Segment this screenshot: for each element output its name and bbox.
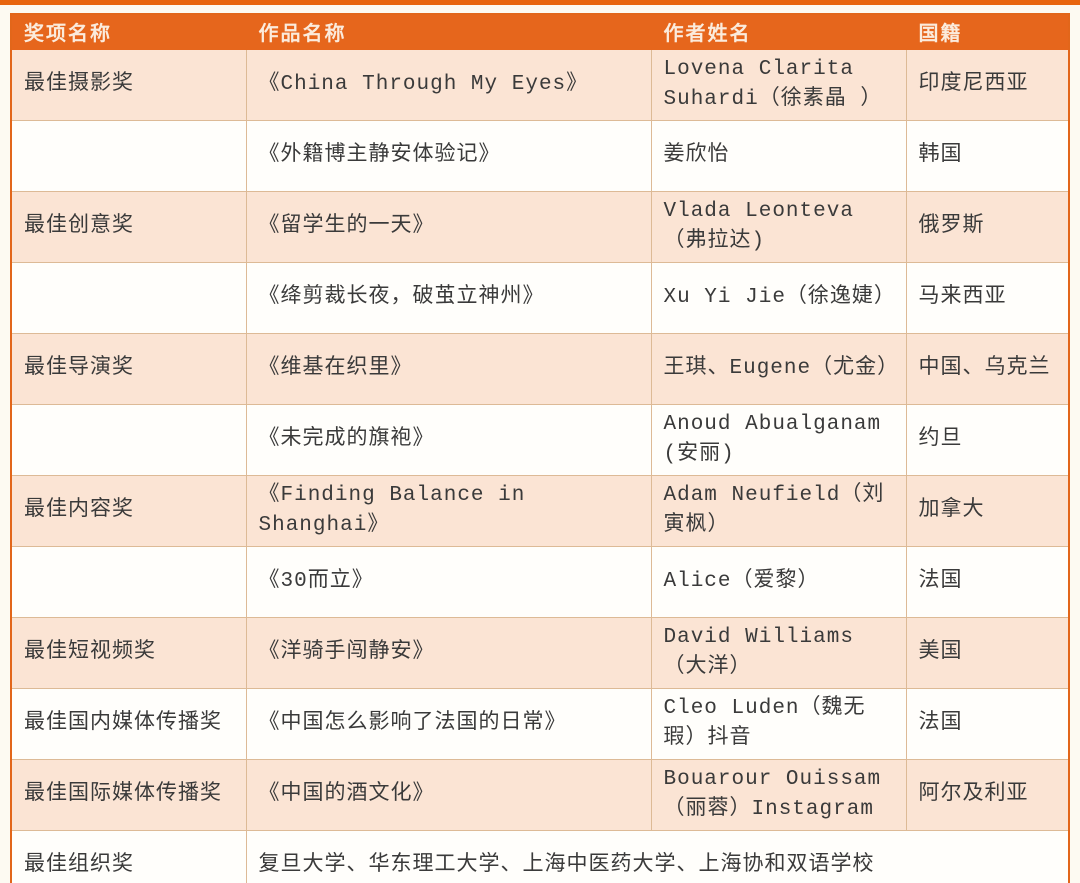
nationality-cell: 印度尼西亚 <box>905 49 1070 121</box>
table-row: 最佳短视频奖 《洋骑手闯静安》 David Williams（大洋） 美国 <box>10 617 1070 689</box>
table-row: 最佳组织奖 复旦大学、华东理工大学、上海中医药大学、上海协和双语学校 <box>10 830 1070 883</box>
author-cell: Bouarour Ouissam（丽蓉）Instagram <box>650 759 907 831</box>
table-row: 最佳摄影奖 《China Through My Eyes》 Lovena Cla… <box>10 49 1070 121</box>
author-cell: Alice（爱黎） <box>650 546 907 618</box>
table-row: 《未完成的旗袍》 Anoud Abualganam (安丽) 约旦 <box>10 404 1070 476</box>
author-cell: David Williams（大洋） <box>650 617 907 689</box>
work-cell: 《洋骑手闯静安》 <box>245 617 652 689</box>
nationality-cell: 约旦 <box>905 404 1070 476</box>
work-cell: 《China Through My Eyes》 <box>245 49 652 121</box>
author-cell: Cleo Luden（魏无瑕）抖音 <box>650 688 907 760</box>
table-row: 《绛剪裁长夜，破茧立神州》 Xu Yi Jie（徐逸婕） 马来西亚 <box>10 262 1070 334</box>
table-row: 最佳内容奖 《Finding Balance in Shanghai》 Adam… <box>10 475 1070 547</box>
nationality-cell: 韩国 <box>905 120 1070 192</box>
nationality-cell: 美国 <box>905 617 1070 689</box>
header-row: 奖项名称 作品名称 作者姓名 国籍 <box>10 13 1070 50</box>
author-cell: Adam Neufield（刘寅枫） <box>650 475 907 547</box>
column-header-author: 作者姓名 <box>650 13 907 50</box>
table-row: 最佳导演奖 《维基在织里》 王琪、Eugene（尤金） 中国、乌克兰 <box>10 333 1070 405</box>
award-cell <box>10 546 247 618</box>
author-cell: Anoud Abualganam (安丽) <box>650 404 907 476</box>
work-cell: 《Finding Balance in Shanghai》 <box>245 475 652 547</box>
work-cell: 《维基在织里》 <box>245 333 652 405</box>
column-header-award: 奖项名称 <box>10 13 247 50</box>
award-cell <box>10 262 247 334</box>
nationality-cell: 阿尔及利亚 <box>905 759 1070 831</box>
award-cell: 最佳摄影奖 <box>10 49 247 121</box>
table-row: 《30而立》 Alice（爱黎） 法国 <box>10 546 1070 618</box>
author-cell: Xu Yi Jie（徐逸婕） <box>650 262 907 334</box>
table-container: 奖项名称 作品名称 作者姓名 国籍 最佳摄影奖 《China Through M… <box>0 5 1080 883</box>
column-header-nationality: 国籍 <box>905 13 1070 50</box>
awards-table-body: 最佳摄影奖 《China Through My Eyes》 Lovena Cla… <box>10 49 1070 883</box>
work-cell: 《外籍博主静安体验记》 <box>245 120 652 192</box>
award-cell: 最佳组织奖 <box>10 830 247 883</box>
nationality-cell: 俄罗斯 <box>905 191 1070 263</box>
award-cell: 最佳导演奖 <box>10 333 247 405</box>
table-row: 最佳国际媒体传播奖 《中国的酒文化》 Bouarour Ouissam（丽蓉）I… <box>10 759 1070 831</box>
nationality-cell: 中国、乌克兰 <box>905 333 1070 405</box>
merged-detail-cell: 复旦大学、华东理工大学、上海中医药大学、上海协和双语学校 <box>245 830 1070 883</box>
award-cell: 最佳创意奖 <box>10 191 247 263</box>
author-cell: Lovena Clarita Suhardi（徐素晶 ） <box>650 49 907 121</box>
author-cell: 王琪、Eugene（尤金） <box>650 333 907 405</box>
work-cell: 《留学生的一天》 <box>245 191 652 263</box>
work-cell: 《中国的酒文化》 <box>245 759 652 831</box>
work-cell: 《中国怎么影响了法国的日常》 <box>245 688 652 760</box>
nationality-cell: 马来西亚 <box>905 262 1070 334</box>
award-cell: 最佳国际媒体传播奖 <box>10 759 247 831</box>
work-cell: 《未完成的旗袍》 <box>245 404 652 476</box>
column-header-work: 作品名称 <box>245 13 652 50</box>
work-cell: 《30而立》 <box>245 546 652 618</box>
award-cell: 最佳内容奖 <box>10 475 247 547</box>
award-cell <box>10 404 247 476</box>
awards-table: 奖项名称 作品名称 作者姓名 国籍 最佳摄影奖 《China Through M… <box>10 13 1070 883</box>
award-cell: 最佳短视频奖 <box>10 617 247 689</box>
table-row: 最佳国内媒体传播奖 《中国怎么影响了法国的日常》 Cleo Luden（魏无瑕）… <box>10 688 1070 760</box>
author-cell: Vlada Leonteva（弗拉达) <box>650 191 907 263</box>
author-cell: 姜欣怡 <box>650 120 907 192</box>
award-cell: 最佳国内媒体传播奖 <box>10 688 247 760</box>
table-row: 最佳创意奖 《留学生的一天》 Vlada Leonteva（弗拉达) 俄罗斯 <box>10 191 1070 263</box>
award-cell <box>10 120 247 192</box>
nationality-cell: 法国 <box>905 546 1070 618</box>
awards-table-header: 奖项名称 作品名称 作者姓名 国籍 <box>10 13 1070 50</box>
nationality-cell: 法国 <box>905 688 1070 760</box>
table-row: 《外籍博主静安体验记》 姜欣怡 韩国 <box>10 120 1070 192</box>
work-cell: 《绛剪裁长夜，破茧立神州》 <box>245 262 652 334</box>
nationality-cell: 加拿大 <box>905 475 1070 547</box>
top-accent-strip <box>0 0 1080 5</box>
